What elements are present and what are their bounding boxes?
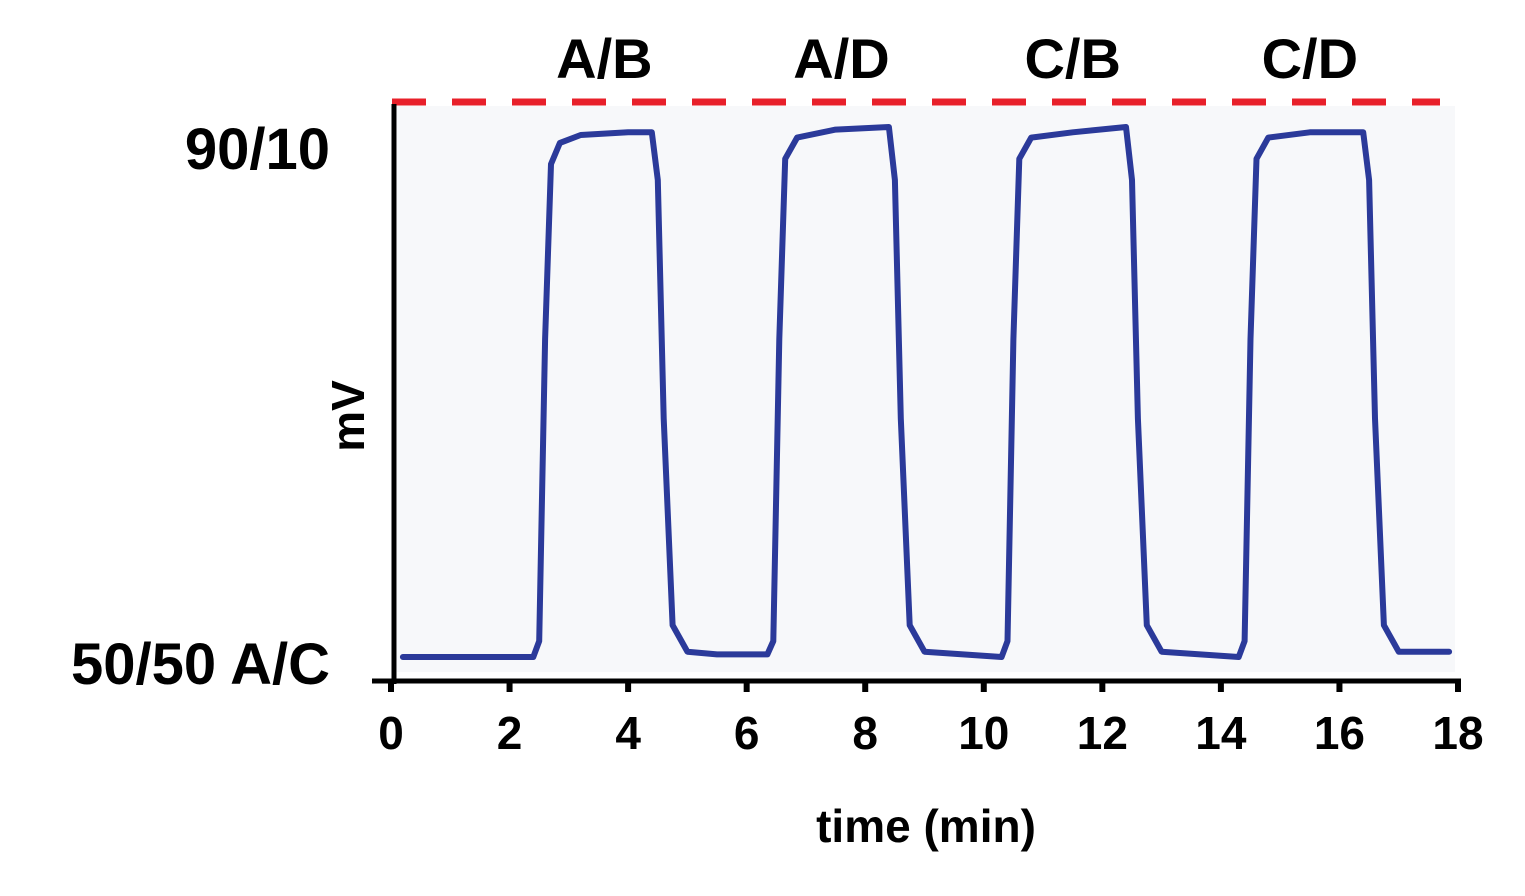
y-axis-title: mV [322,380,374,452]
x-axis-tick-labels: 0 2 4 6 8 10 12 14 16 18 [378,707,1483,759]
annotation-label: C/B [1024,27,1120,90]
gradient-annotations: A/B A/D C/B C/D [556,27,1358,90]
x-axis-ticks [388,679,1461,692]
annotation-label: A/D [793,27,889,90]
x-tick-label: 12 [1077,707,1128,759]
y-high-label: 90/10 [185,117,330,182]
x-axis-title: time (min) [816,800,1036,852]
x-tick-label: 2 [497,707,523,759]
x-tick-label: 6 [734,707,760,759]
y-low-label: 50/50 A/C [71,632,330,697]
x-tick-label: 16 [1314,707,1365,759]
signal-trace-line [399,124,1453,660]
x-tick-label: 4 [615,707,641,759]
x-tick-label: 18 [1432,707,1483,759]
x-tick-label: 0 [378,707,404,759]
x-tick-label: 14 [1195,707,1247,759]
plot-area [397,106,1455,672]
x-tick-label: 8 [852,707,878,759]
annotation-label: C/D [1262,27,1358,90]
x-tick-label: 10 [958,707,1009,759]
annotation-label: A/B [556,27,652,90]
